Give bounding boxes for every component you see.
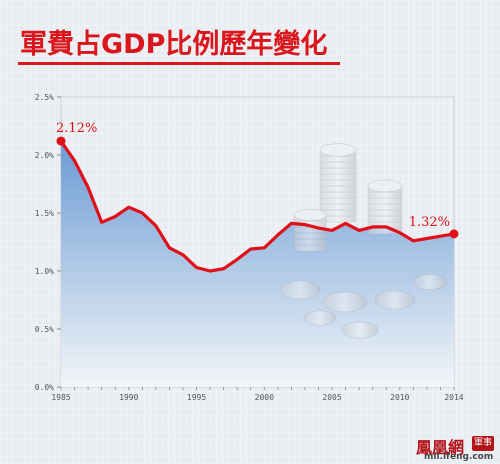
x-tick-label: 2000: [255, 393, 274, 402]
y-tick-label: 1.0%: [35, 267, 54, 276]
coin: [367, 215, 403, 223]
loose-coin: [341, 321, 379, 339]
coin: [293, 238, 327, 246]
coin: [319, 179, 357, 187]
coin-top: [367, 179, 403, 193]
y-tick-label: 2.5%: [35, 93, 54, 102]
loose-coin: [322, 291, 368, 313]
x-tick-label: 2014: [444, 393, 463, 402]
loose-coin: [412, 274, 448, 290]
coin-stack-3: [293, 209, 327, 252]
x-tick-label: 1995: [187, 393, 206, 402]
coin-stack-decoration: [279, 143, 448, 339]
logo-url: mil.ifeng.com: [424, 452, 494, 462]
coin: [319, 173, 357, 181]
ifeng-logo: 鳳凰網: [416, 438, 465, 457]
coin: [319, 185, 357, 193]
annotations: 2.12% 1.32%: [56, 121, 450, 230]
y-tick-label: 0.5%: [35, 325, 54, 334]
coin: [367, 191, 403, 199]
x-tick-label: 1990: [119, 393, 138, 402]
coin: [293, 232, 327, 240]
data-label: 1.32%: [409, 215, 450, 230]
coin-stack-1: [319, 143, 357, 223]
coin: [319, 191, 357, 199]
coin: [293, 244, 327, 252]
area-fill: [61, 141, 454, 387]
coin: [319, 203, 357, 211]
endpoint-markers: [56, 136, 459, 239]
loose-coin: [303, 310, 337, 326]
coin: [367, 209, 403, 217]
data-label: 2.12%: [56, 121, 97, 136]
coin: [319, 167, 357, 175]
y-tick-label: 0.0%: [35, 383, 54, 392]
coin: [319, 197, 357, 205]
coin: [367, 197, 403, 205]
title-underline: [18, 62, 340, 65]
endpoint-marker: [449, 229, 459, 239]
coin-top: [319, 143, 357, 157]
x-tick-label: 1985: [51, 393, 70, 402]
y-tick-label: 1.5%: [35, 209, 54, 218]
series-line: [59, 140, 455, 273]
x-tick-label: 2005: [322, 393, 341, 402]
coin: [319, 155, 357, 163]
x-tick-label: 2010: [390, 393, 409, 402]
logo-badge: 軍事: [472, 436, 494, 451]
y-axis: 0.0% 0.5% 1.0% 1.5% 2.0% 2.5%: [35, 93, 61, 392]
y-tick-label: 2.0%: [35, 151, 54, 160]
loose-coin: [374, 290, 416, 310]
coin-stack-2: [367, 179, 403, 235]
endpoint-marker: [56, 136, 66, 146]
chart-title: 軍費占GDP比例歷年變化: [20, 29, 328, 60]
loose-coin: [279, 280, 321, 300]
x-axis: 1985 1990 1995 2000 2005 2010 2014: [51, 387, 464, 402]
coin: [367, 203, 403, 211]
coin: [319, 161, 357, 169]
coin-top: [293, 209, 327, 221]
